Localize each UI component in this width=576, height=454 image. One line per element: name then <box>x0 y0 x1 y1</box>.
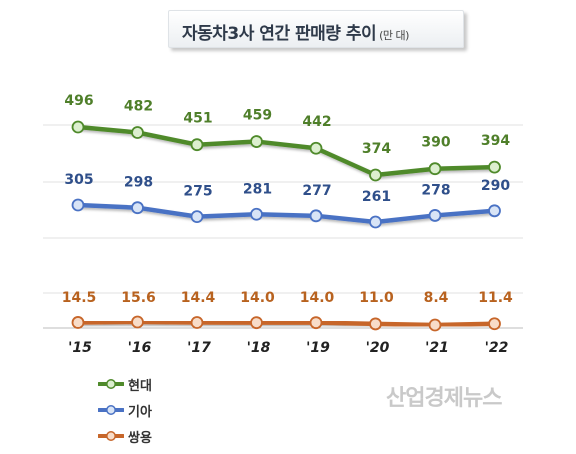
data-label: 298 <box>124 175 153 191</box>
legend-swatch-marker <box>106 405 116 415</box>
data-point <box>131 315 144 329</box>
legend-item-현대: 현대 <box>98 376 152 394</box>
legend-swatch-marker <box>106 379 116 389</box>
data-label: 459 <box>243 108 272 124</box>
legend-label: 현대 <box>128 378 152 394</box>
data-label: 14.0 <box>240 290 275 306</box>
data-point <box>428 318 442 332</box>
data-point <box>190 138 204 152</box>
chart-title: 자동차3사 연간 판매량 추이 (만 대) <box>182 19 409 44</box>
data-point <box>131 126 144 139</box>
series-line <box>75 124 497 178</box>
data-label: 290 <box>481 178 510 194</box>
data-label: 14.4 <box>181 290 216 306</box>
data-label: 261 <box>362 189 391 205</box>
data-point <box>488 317 501 331</box>
data-label: 278 <box>421 182 450 198</box>
data-point <box>428 209 442 222</box>
chart-title-box: 자동차3사 연간 판매량 추이 (만 대) <box>168 10 464 48</box>
data-point <box>309 316 323 330</box>
data-point <box>71 198 85 212</box>
data-label: 482 <box>124 99 153 115</box>
legend-swatch <box>98 431 124 441</box>
x-tick-label: '20 <box>366 340 390 356</box>
x-tick-label: '19 <box>306 340 330 356</box>
data-label: 281 <box>243 181 272 197</box>
gridlines <box>43 124 523 329</box>
series-line <box>75 319 497 328</box>
data-label: 305 <box>64 172 93 188</box>
data-point <box>369 215 382 229</box>
x-axis-ticks: '15 '16 '17 '18 '19 '20 '21 '22 <box>68 340 508 356</box>
data-label: 277 <box>302 183 331 199</box>
legend-swatch-marker <box>106 431 116 441</box>
data-point <box>369 168 382 182</box>
data-point <box>131 201 144 215</box>
chart-title-text: 자동차3사 연간 판매량 추이 <box>182 24 377 44</box>
x-tick-label: '15 <box>68 340 92 356</box>
data-point <box>190 316 204 329</box>
data-label: 374 <box>362 141 391 157</box>
data-point <box>250 207 263 221</box>
legend-label: 기아 <box>128 404 152 420</box>
data-point <box>428 162 442 176</box>
data-label: 11.4 <box>478 290 513 306</box>
data-labels: 496 482 451 459 442 374 390 394 305 298 275 281 277 2… <box>62 93 513 306</box>
data-point <box>71 120 85 134</box>
data-point <box>71 316 85 329</box>
data-point <box>250 316 263 330</box>
data-label: 390 <box>421 135 450 151</box>
legend-item-기아: 기아 <box>98 402 152 420</box>
data-point <box>309 209 323 223</box>
x-tick-label: '22 <box>485 340 509 356</box>
data-label: 15.6 <box>121 290 156 306</box>
data-label: 11.0 <box>359 290 394 306</box>
data-label: 275 <box>183 184 212 200</box>
x-tick-label: '21 <box>425 340 449 356</box>
data-label: 14.0 <box>300 290 335 306</box>
x-tick-label: '16 <box>128 340 152 356</box>
series-layer <box>71 120 501 332</box>
x-tick-label: '18 <box>247 340 271 356</box>
data-label: 8.4 <box>424 290 449 306</box>
x-tick-label: '17 <box>187 340 211 356</box>
data-point <box>190 210 204 223</box>
data-label: 394 <box>481 133 510 149</box>
data-point <box>250 135 263 148</box>
legend-swatch <box>98 405 124 415</box>
series-쌍용 <box>71 315 501 332</box>
legend-item-쌍용: 쌍용 <box>98 428 152 446</box>
data-label: 451 <box>183 111 212 127</box>
data-label: 496 <box>64 93 93 109</box>
data-point <box>309 141 323 155</box>
chart-unit: (만 대) <box>379 29 409 42</box>
data-point <box>369 317 382 331</box>
legend-swatch <box>98 379 124 389</box>
series-현대 <box>71 120 501 182</box>
data-point <box>488 160 501 174</box>
data-label: 442 <box>302 114 331 130</box>
watermark: 산업경제뉴스 <box>386 386 502 411</box>
data-label: 14.5 <box>62 290 97 306</box>
data-point <box>488 204 501 218</box>
series-line <box>75 202 497 225</box>
legend-label: 쌍용 <box>128 430 152 446</box>
series-기아 <box>71 198 501 229</box>
